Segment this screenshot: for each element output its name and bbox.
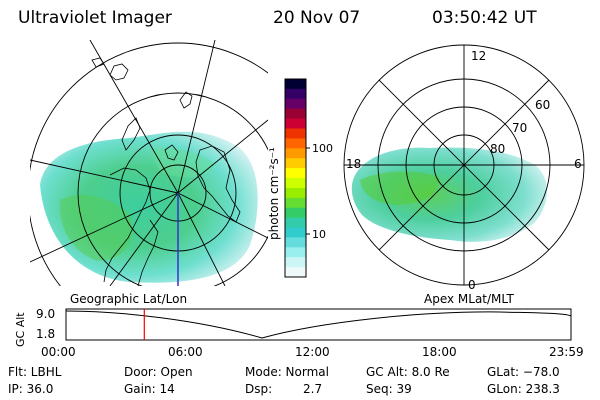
gc-alt-info: GC Alt: 8.0 Re bbox=[366, 365, 450, 379]
colorbar-unit-label: photon cm⁻²s⁻¹ bbox=[267, 147, 281, 240]
colorbar-cell bbox=[285, 148, 306, 159]
colorbar-cell bbox=[285, 138, 306, 149]
mlt-label-0: 0 bbox=[468, 278, 476, 292]
colorbar-cell bbox=[285, 187, 306, 199]
time-label: 03:50:42 UT bbox=[432, 8, 537, 28]
colorbar-cell bbox=[285, 178, 306, 189]
geographic-caption: Geographic Lat/Lon bbox=[70, 292, 188, 306]
mlt-label-12: 12 bbox=[471, 49, 486, 63]
colorbar-cell bbox=[285, 88, 306, 100]
colorbar-cell bbox=[285, 227, 306, 238]
mlat-label-70: 70 bbox=[512, 121, 527, 135]
gain-info: Gain: 14 bbox=[124, 382, 175, 396]
colorbar-cell bbox=[285, 79, 306, 90]
filter-info: Flt: LBHL bbox=[8, 365, 62, 379]
dsp-value: 2.7 bbox=[303, 382, 323, 396]
geographic-map bbox=[30, 40, 268, 286]
coastline bbox=[91, 57, 241, 286]
colorbar-cell bbox=[285, 207, 306, 219]
mlt-label-18: 18 bbox=[346, 157, 361, 171]
colorbar-cell bbox=[285, 118, 306, 129]
time-tick-0: 00:00 bbox=[41, 345, 76, 359]
mlat-label-80: 80 bbox=[490, 142, 505, 156]
alt-ytick-1.8: 1.8 bbox=[36, 327, 55, 341]
altitude-curve bbox=[65, 310, 572, 339]
magnetic-map: 12 18 6 0 60 70 80 bbox=[343, 44, 585, 292]
date-label: 20 Nov 07 bbox=[273, 8, 361, 28]
aurora-imagery-magnetic bbox=[351, 147, 548, 242]
colorbar-cell bbox=[285, 108, 306, 120]
time-tick-2: 12:00 bbox=[295, 345, 330, 359]
colorbar-cell bbox=[285, 247, 306, 258]
mode-info: Mode: Normal bbox=[245, 365, 329, 379]
colorbar-cell bbox=[285, 158, 306, 169]
altitude-plot: 9.0 1.8 GC Alt bbox=[14, 307, 572, 347]
glat-info: GLat: −78.0 bbox=[487, 365, 560, 379]
mlt-label-6: 6 bbox=[574, 157, 582, 171]
colorbar-cell bbox=[285, 217, 306, 228]
time-tick-3: 18:00 bbox=[422, 345, 457, 359]
colorbar-cell bbox=[285, 197, 306, 209]
glon-info: GLon: 238.3 bbox=[487, 382, 560, 396]
instrument-title: Ultraviolet Imager bbox=[18, 8, 172, 28]
ip-info: IP: 36.0 bbox=[8, 382, 54, 396]
door-info: Door: Open bbox=[124, 365, 193, 379]
colorbar-tick-10: 10 bbox=[312, 228, 326, 241]
time-tick-1: 06:00 bbox=[168, 345, 203, 359]
colorbar-tick-100: 100 bbox=[312, 142, 333, 155]
magnetic-caption: Apex MLat/MLT bbox=[424, 292, 514, 306]
seq-info: Seq: 39 bbox=[366, 382, 412, 396]
dsp-label: Dsp: bbox=[245, 382, 273, 396]
colorbar-cell bbox=[285, 168, 306, 179]
alt-ytick-9: 9.0 bbox=[36, 307, 55, 321]
colorbar-cell bbox=[285, 237, 306, 248]
mlat-mlt-grid bbox=[343, 44, 585, 286]
colorbar-cell bbox=[285, 267, 306, 278]
mlat-label-60: 60 bbox=[535, 98, 550, 112]
colorbar-cell bbox=[285, 98, 306, 110]
alt-ylabel: GC Alt bbox=[14, 312, 27, 347]
colorbar-cell bbox=[285, 128, 306, 139]
time-tick-4: 23:59 bbox=[549, 345, 584, 359]
colorbar: 100 10 photon cm⁻²s⁻¹ bbox=[267, 78, 333, 278]
colorbar-cell bbox=[285, 257, 306, 268]
